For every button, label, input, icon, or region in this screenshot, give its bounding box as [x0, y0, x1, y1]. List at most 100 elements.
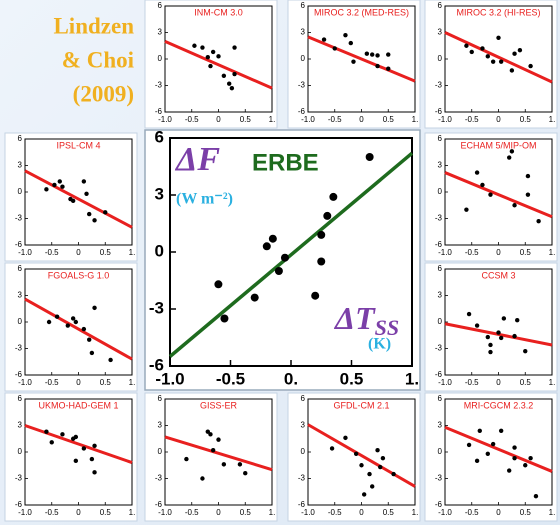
y-tick-label: 3 — [438, 161, 443, 170]
x-tick-label: -0.5 — [328, 115, 342, 124]
chart-title: MIROC 3.2 (MED-RES) — [314, 7, 409, 17]
fit-line — [24, 424, 133, 465]
point — [359, 463, 364, 468]
point — [343, 435, 348, 441]
point — [466, 311, 472, 317]
point — [351, 59, 356, 64]
small-chart: -6 -3 0 3 6 -1.0 -0.5 0 0.5 1. ECHAM 5/MIP-OM — [424, 132, 558, 262]
point — [46, 319, 52, 325]
x-tick-label: -0.5 — [465, 248, 479, 257]
x-tick-label: -1.0 — [438, 248, 452, 257]
point — [70, 316, 76, 321]
chart-title: MIROC 3.2 (HI-RES) — [456, 7, 540, 17]
point — [317, 230, 326, 239]
point — [523, 463, 528, 468]
x-tick-label: -1.0 — [158, 508, 172, 517]
point — [391, 471, 396, 477]
point — [509, 68, 515, 73]
x-axis-label-main: ΔT — [333, 300, 376, 336]
y-tick-label: 3 — [301, 28, 306, 37]
point — [332, 46, 337, 51]
point — [464, 43, 469, 48]
point — [480, 46, 485, 51]
point — [92, 470, 97, 475]
y-tick-label: 6 — [158, 1, 163, 10]
point — [474, 458, 480, 464]
point — [488, 342, 493, 348]
x-tick-label: 1. — [129, 248, 136, 257]
dataset-label: ERBE — [252, 149, 319, 176]
point — [81, 446, 87, 451]
y-tick-label: 6 — [301, 394, 306, 403]
x-tick-label: -0.5 — [216, 369, 245, 388]
point — [515, 318, 520, 323]
point — [311, 291, 320, 300]
point — [60, 184, 65, 189]
x-tick-label: 0.5 — [100, 508, 112, 517]
y-tick-label: -6 — [435, 240, 443, 249]
point — [480, 182, 485, 188]
panel — [4, 262, 138, 392]
point — [512, 455, 517, 461]
point — [517, 47, 523, 53]
x-tick-label: 0.5 — [100, 248, 112, 257]
y-tick-label: -6 — [15, 500, 23, 509]
point — [466, 442, 472, 448]
x-tick-label: 0 — [76, 378, 81, 387]
fit-line — [444, 425, 553, 473]
x-tick-label: -1.0 — [158, 115, 172, 124]
point — [268, 234, 277, 243]
point — [232, 45, 237, 50]
point — [65, 323, 71, 328]
point — [386, 66, 391, 71]
credit-line: Lindzen — [53, 13, 134, 38]
point — [81, 326, 87, 332]
point — [528, 63, 533, 69]
y-tick-label: 6 — [438, 394, 443, 403]
y-tick-label: 6 — [18, 264, 23, 273]
point — [323, 211, 332, 220]
fit-line — [444, 171, 553, 219]
chart-title: UKMO-HAD-GEM 1 — [38, 400, 118, 410]
point — [52, 182, 57, 188]
y-tick-label: 0 — [438, 317, 443, 326]
point — [525, 192, 531, 197]
small-chart: -6 -3 0 3 6 -1.0 -0.5 0 0.5 1. CCSM 3 — [424, 262, 558, 392]
point — [370, 52, 375, 57]
panel — [287, 392, 421, 522]
y-tick-label: 6 — [438, 264, 443, 273]
fit-line — [24, 169, 133, 229]
point — [220, 314, 229, 323]
point — [232, 71, 237, 77]
y-tick-label: 0 — [18, 317, 23, 326]
point — [108, 357, 113, 363]
y-tick-label: 6 — [18, 394, 23, 403]
x-axis-unit: (K) — [368, 336, 391, 353]
y-tick-label: -3 — [149, 298, 164, 317]
y-tick-label: -6 — [435, 107, 443, 116]
x-tick-label: 0.5 — [240, 115, 252, 124]
x-tick-label: 1. — [412, 508, 419, 517]
x-tick-label: 0 — [76, 248, 81, 257]
y-tick-label: -3 — [155, 81, 163, 90]
x-tick-label: 1. — [129, 378, 136, 387]
x-tick-label: 0 — [359, 115, 364, 124]
point — [84, 191, 89, 196]
fit-line — [24, 297, 133, 361]
x-tick-label: 1. — [549, 115, 556, 124]
x-tick-label: -0.5 — [465, 508, 479, 517]
point — [498, 335, 504, 341]
y-tick-label: 3 — [18, 421, 23, 430]
point — [229, 85, 235, 91]
x-tick-label: 0 — [216, 115, 221, 124]
point — [380, 455, 386, 461]
x-tick-label: 1. — [412, 115, 419, 124]
point — [496, 330, 501, 335]
y-tick-label: -3 — [15, 344, 23, 353]
point — [464, 207, 469, 212]
x-tick-label: -0.5 — [465, 378, 479, 387]
point — [488, 192, 493, 197]
point — [103, 210, 108, 215]
x-tick-label: 1. — [129, 508, 136, 517]
point — [512, 51, 517, 56]
